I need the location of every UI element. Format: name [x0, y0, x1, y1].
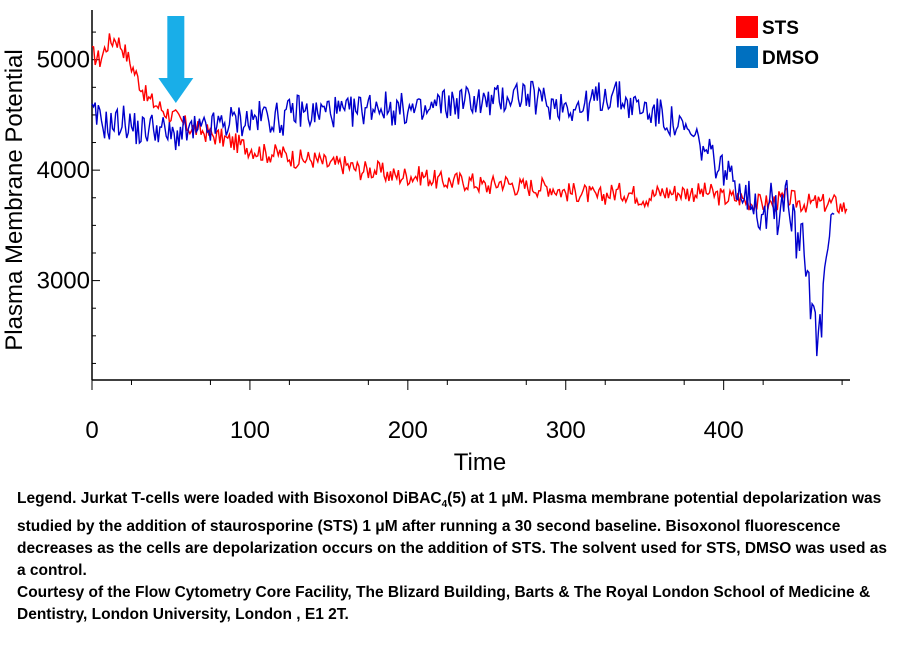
x-tick-label: 100: [230, 417, 270, 444]
legend-swatch-sts: [736, 16, 758, 38]
legend: STS DMSO: [736, 16, 819, 69]
y-tick-label: 3000: [37, 268, 90, 295]
line-chart: 0 100 200 300 400 3000 4000 5000 Time Plasma Me…: [1, 10, 850, 476]
x-tick-label: 0: [85, 417, 98, 444]
x-axis-label: Time: [454, 449, 506, 476]
caption-courtesy: Courtesy of the Flow Cytometry Core Faci…: [17, 584, 871, 624]
arrow-shaft: [167, 16, 185, 78]
series-line-dmso: [91, 80, 835, 357]
x-tick-label: 300: [546, 417, 586, 444]
annotation-layer: [158, 16, 194, 103]
figure-caption: Legend. Jurkat T-cells were loaded with …: [17, 488, 897, 626]
x-tick-label: 200: [388, 417, 428, 444]
y-tick-label: 5000: [37, 47, 90, 74]
legend-swatch-dmso: [736, 46, 758, 68]
x-tick-label: 400: [704, 417, 744, 444]
caption-text-1: Legend. Jurkat T-cells were loaded with …: [17, 490, 442, 507]
caption-text-2: (5) at 1 μM. Plasma membrane potential d…: [17, 490, 887, 580]
y-axis-label: Plasma Membrane Potential: [1, 49, 28, 350]
caption-legend-paragraph: Legend. Jurkat T-cells were loaded with …: [17, 488, 897, 582]
arrow-head: [158, 78, 194, 103]
legend-label-sts: STS: [762, 18, 799, 39]
axis-ticks: 0 100 200 300 400 3000 4000 5000: [37, 31, 843, 444]
y-tick-label: 4000: [37, 157, 90, 184]
legend-label-dmso: DMSO: [762, 48, 819, 69]
caption-subscript: 4: [441, 499, 448, 511]
series-line-sts: [91, 33, 848, 215]
series-layer: [91, 33, 848, 357]
